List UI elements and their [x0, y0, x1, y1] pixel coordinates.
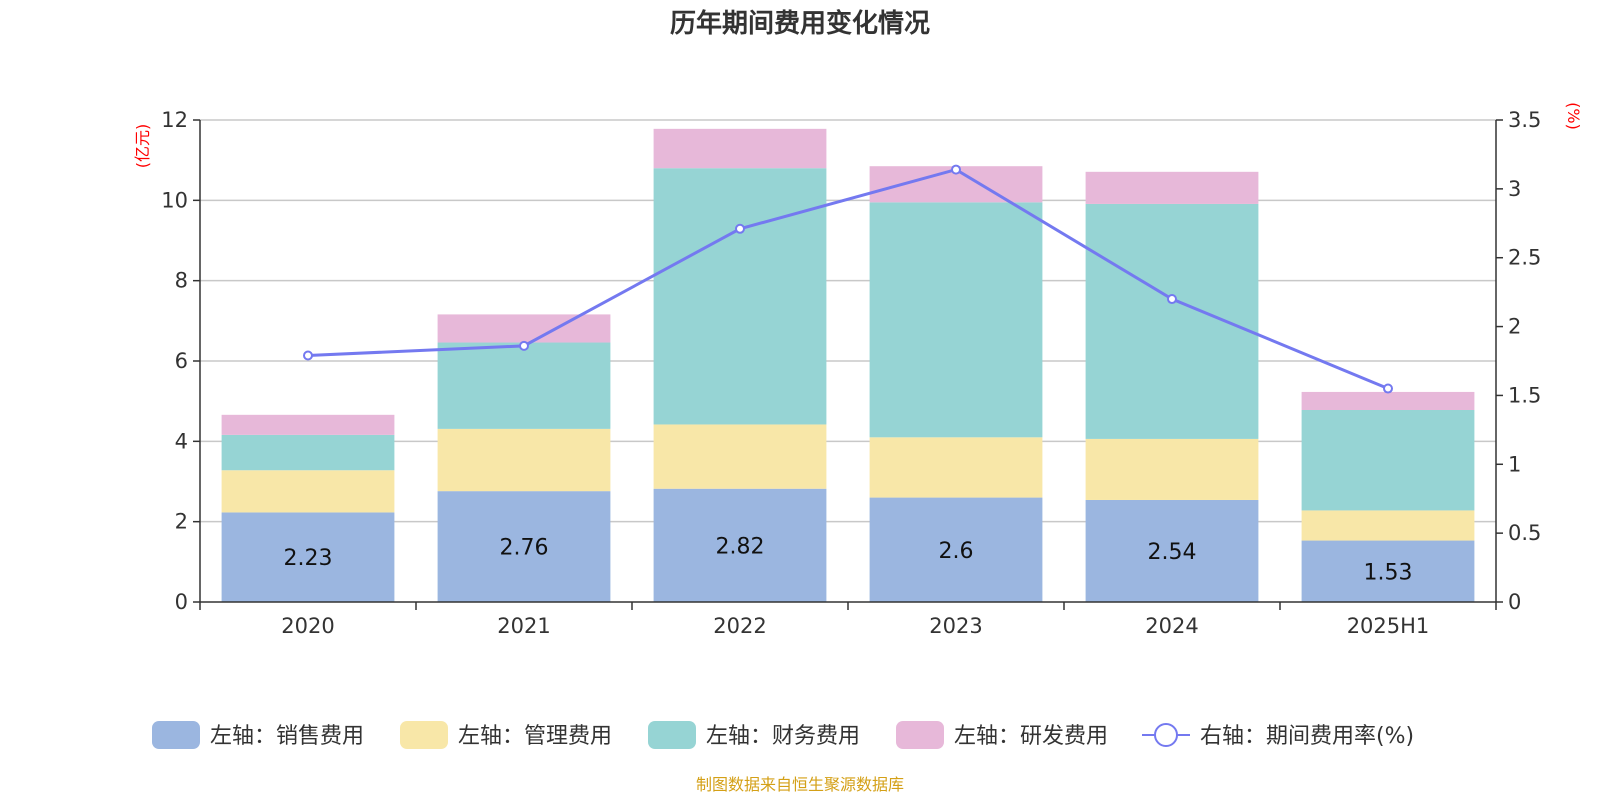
bar-0-2022 — [653, 488, 827, 602]
legend-label: 左轴：管理费用 — [458, 724, 612, 749]
bar-1-2020 — [221, 470, 395, 513]
rate-point — [951, 164, 961, 175]
legend-label: 左轴：研发费用 — [954, 724, 1108, 749]
bar-0-2024 — [1085, 499, 1259, 602]
legend-label: 左轴：销售费用 — [210, 724, 364, 749]
bar-3-2022 — [653, 128, 827, 169]
bar-3-2020 — [221, 414, 395, 435]
bar-2-2025H1 — [1301, 410, 1475, 511]
right-tick-label: 3 — [1508, 177, 1521, 201]
left-tick-label: 2 — [175, 510, 188, 534]
bar-1-2024 — [1085, 438, 1259, 500]
bar-2-2020 — [221, 434, 395, 471]
right-tick-label: 2 — [1508, 315, 1521, 339]
legend-label: 左轴：财务费用 — [706, 724, 860, 749]
sales-value-label: 1.53 — [1364, 560, 1413, 585]
data-source-note: 制图数据来自恒生聚源数据库 — [696, 775, 904, 794]
left-tick-label: 8 — [175, 269, 188, 293]
bar-0-2020 — [221, 512, 395, 602]
bar-2-2023 — [869, 202, 1043, 438]
left-axis-unit: (亿元) — [133, 124, 152, 169]
x-tick-label: 2023 — [929, 614, 982, 638]
bar-1-2023 — [869, 437, 1043, 498]
right-tick-label: 2.5 — [1508, 246, 1541, 270]
sales-value-label: 2.23 — [284, 546, 333, 571]
bar-1-2025H1 — [1301, 510, 1475, 541]
bar-1-2022 — [653, 424, 827, 489]
left-tick-label: 6 — [175, 349, 188, 373]
chart-title: 历年期间费用变化情况 — [670, 8, 930, 39]
x-tick-label: 2022 — [713, 614, 766, 638]
rate-point — [735, 223, 745, 234]
right-axis-unit: (%) — [1564, 102, 1583, 130]
right-tick-label: 0 — [1508, 590, 1521, 614]
axes: 0 2 4 6 8 10 12 0 0.5 1 1.5 2 2.5 3 3.5 2020 2021 2022 202… — [161, 108, 1541, 638]
right-tick-label: 1 — [1508, 452, 1521, 476]
legend-swatch — [648, 721, 696, 749]
bar-series — [221, 128, 1475, 602]
bar-2-2024 — [1085, 203, 1259, 439]
left-tick-label: 10 — [161, 188, 188, 212]
x-tick-label: 2020 — [281, 614, 334, 638]
legend-swatch — [400, 721, 448, 749]
bar-3-2021 — [437, 314, 611, 343]
x-tick-label: 2024 — [1145, 614, 1198, 638]
sales-value-label: 2.82 — [716, 534, 765, 559]
sales-value-label: 2.76 — [500, 536, 549, 561]
line-series — [303, 164, 1393, 394]
right-tick-label: 3.5 — [1508, 108, 1541, 132]
right-tick-label: 1.5 — [1508, 383, 1541, 407]
rate-line — [307, 167, 1389, 390]
left-tick-label: 4 — [175, 429, 188, 453]
x-tick-label: 2025H1 — [1347, 614, 1430, 638]
rate-point — [1167, 294, 1177, 305]
data-labels: 2.23 2.76 2.82 2.6 2.54 1.53 — [284, 534, 1413, 585]
left-tick-label: 12 — [161, 108, 188, 132]
right-tick-label: 0.5 — [1508, 521, 1541, 545]
bar-0-2021 — [437, 491, 611, 602]
legend-marker — [1154, 723, 1178, 747]
bar-3-2024 — [1085, 171, 1259, 204]
sales-value-label: 2.6 — [939, 539, 974, 564]
bar-0-2025H1 — [1301, 540, 1475, 602]
bar-2-2022 — [653, 168, 827, 425]
rate-point — [1383, 383, 1393, 394]
legend: 左轴：销售费用 左轴：管理费用 左轴：财务费用 左轴：研发费用 右轴：期间费用率(%) — [152, 721, 1414, 749]
legend-label: 右轴：期间费用率(%) — [1200, 724, 1414, 749]
legend-swatch — [152, 721, 200, 749]
sales-value-label: 2.54 — [1148, 540, 1197, 565]
bar-0-2023 — [869, 497, 1043, 602]
bar-1-2021 — [437, 428, 611, 492]
rate-point — [519, 340, 529, 351]
left-tick-label: 0 — [175, 590, 188, 614]
legend-swatch — [896, 721, 944, 749]
bar-3-2025H1 — [1301, 391, 1475, 411]
x-tick-label: 2021 — [497, 614, 550, 638]
bar-2-2021 — [437, 342, 611, 429]
rate-point — [303, 350, 313, 361]
